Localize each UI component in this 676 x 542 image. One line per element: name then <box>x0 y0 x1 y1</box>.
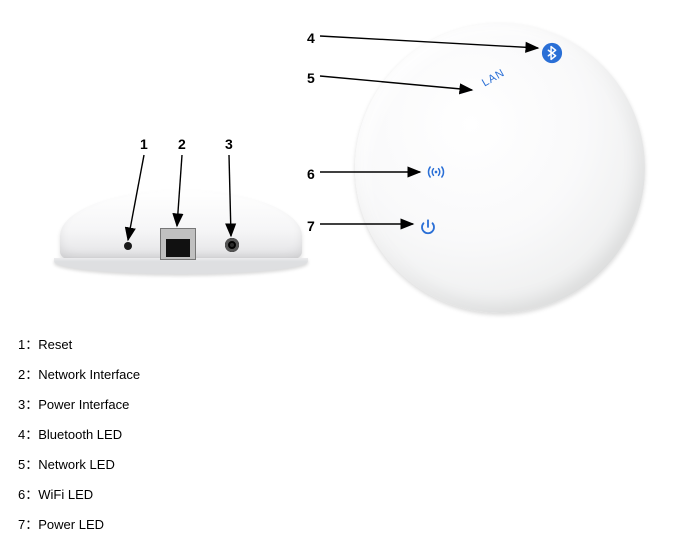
legend-item: 6：WiFi LED <box>18 480 140 510</box>
legend-item: 7：Power LED <box>18 510 140 540</box>
callout-5: 5 <box>307 70 315 86</box>
rj45-port <box>160 228 196 260</box>
callout-6: 6 <box>307 166 315 182</box>
reset-pinhole <box>124 242 132 250</box>
callout-7: 7 <box>307 218 315 234</box>
callout-2: 2 <box>178 136 186 152</box>
wifi-icon <box>426 164 446 180</box>
rj45-jack-opening <box>166 239 190 257</box>
dc-power-jack <box>225 238 239 252</box>
device-side-base <box>54 258 308 274</box>
legend-list: 1：Reset 2：Network Interface 3：Power Inte… <box>18 330 140 540</box>
legend-item: 2：Network Interface <box>18 360 140 390</box>
bluetooth-icon <box>541 42 563 64</box>
legend-item: 1：Reset <box>18 330 140 360</box>
callout-4: 4 <box>307 30 315 46</box>
legend-item: 4：Bluetooth LED <box>18 420 140 450</box>
legend-item: 5：Network LED <box>18 450 140 480</box>
callout-3: 3 <box>225 136 233 152</box>
power-icon <box>419 218 437 236</box>
legend-item: 3：Power Interface <box>18 390 140 420</box>
diagram-canvas: LAN 1 2 3 4 5 6 7 <box>0 0 676 542</box>
callout-1: 1 <box>140 136 148 152</box>
